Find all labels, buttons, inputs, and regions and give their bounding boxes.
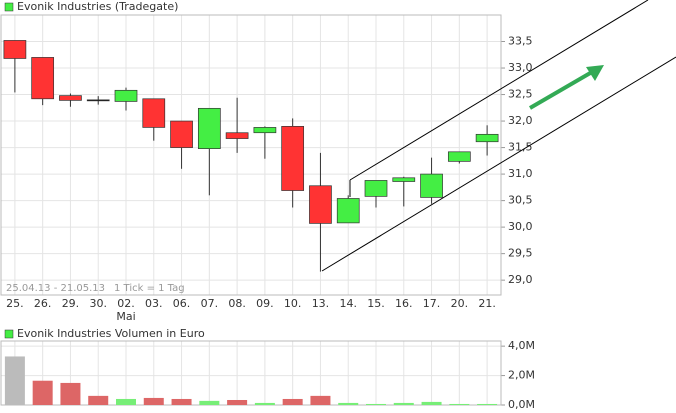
x-tick-label: 15. xyxy=(367,297,385,310)
volume-bar xyxy=(4,356,25,405)
candle-body xyxy=(364,180,388,197)
x-tick-label: 13. xyxy=(312,297,330,310)
legend-label: Evonik Industries (Tradegate) xyxy=(17,0,178,13)
candle-body xyxy=(142,98,166,128)
trend-line xyxy=(349,0,649,181)
volume-bar xyxy=(199,400,220,405)
volume-bar xyxy=(477,403,498,405)
candle-body xyxy=(475,133,499,143)
trend-arrow-head xyxy=(586,65,604,81)
y-tick-label: 33,5 xyxy=(508,35,533,48)
x-tick-label: 02. xyxy=(117,297,135,310)
candle-body xyxy=(59,95,82,101)
y-tick-label: 32,5 xyxy=(508,88,533,101)
candle-body xyxy=(86,99,110,102)
trend-line xyxy=(321,56,676,272)
candle-body xyxy=(114,89,138,102)
y-tick-label: 33,0 xyxy=(508,61,533,74)
volume-bar xyxy=(366,403,386,405)
volume-bar xyxy=(60,382,81,405)
month-label: Mai xyxy=(116,310,135,323)
candle-body xyxy=(253,127,277,134)
candle-body xyxy=(3,40,27,59)
y-tick-label: 30,0 xyxy=(508,220,533,233)
volume-bar xyxy=(227,399,248,405)
annotation: 25.04.13 - 21.05.13 xyxy=(6,283,105,294)
candle-body xyxy=(170,120,193,148)
x-tick-label: 09. xyxy=(256,297,274,310)
plot-frame xyxy=(0,14,502,296)
plot-area xyxy=(1,341,501,405)
volume-bar xyxy=(449,403,470,405)
candle-body xyxy=(197,107,221,149)
candle-body xyxy=(392,177,416,182)
candle-body xyxy=(447,151,471,162)
volume-bar xyxy=(171,398,192,405)
volume-bar xyxy=(282,398,303,405)
annotation: 1 Tick = 1 Tag xyxy=(114,283,185,294)
plot-area xyxy=(1,15,501,295)
x-tick-label: 14. xyxy=(339,297,357,310)
x-tick-label: 17. xyxy=(423,297,441,310)
legend-swatch xyxy=(4,329,14,339)
y-tick-label: 32,0 xyxy=(508,114,533,127)
y-tick-label: 30,5 xyxy=(508,194,533,207)
y-tick-label: 4,0M xyxy=(508,339,535,352)
x-tick-label: 21. xyxy=(478,297,496,310)
y-tick-label: 31,0 xyxy=(508,167,533,180)
volume-bar xyxy=(310,395,331,405)
trend-arrow xyxy=(528,70,594,110)
candle-body xyxy=(420,173,443,198)
x-tick-label: 16. xyxy=(395,297,413,310)
y-tick-label: 29,5 xyxy=(508,247,533,260)
candle-body xyxy=(336,198,360,224)
x-tick-label: 03. xyxy=(145,297,163,310)
volume-bar xyxy=(393,402,414,405)
x-tick-label: 06. xyxy=(173,297,191,310)
candle-body xyxy=(31,57,55,100)
y-tick-label: 2,0M xyxy=(508,369,535,382)
legend-swatch xyxy=(4,2,14,12)
x-tick-label: 20. xyxy=(451,297,469,310)
volume-bar xyxy=(116,398,136,405)
legend-label: Evonik Industries Volumen in Euro xyxy=(17,327,205,340)
candle-body xyxy=(309,185,332,224)
y-tick-label: 0,0M xyxy=(508,398,535,411)
x-tick-label: 08. xyxy=(228,297,246,310)
candle-body xyxy=(281,126,305,191)
x-tick-label: 30. xyxy=(89,297,107,310)
volume-bar xyxy=(254,402,275,405)
x-tick-label: 10. xyxy=(284,297,302,310)
volume-bar xyxy=(421,401,442,405)
x-tick-label: 29. xyxy=(62,297,80,310)
y-tick-label: 31,5 xyxy=(508,141,533,154)
x-tick-label: 25. xyxy=(6,297,24,310)
candle-body xyxy=(225,132,249,139)
volume-bar xyxy=(143,397,164,405)
volume-bar xyxy=(338,402,359,405)
y-tick-label: 29,0 xyxy=(508,273,533,286)
x-tick-label: 07. xyxy=(201,297,219,310)
volume-bar xyxy=(32,380,53,405)
plot-frame xyxy=(0,340,502,406)
volume-bar xyxy=(88,395,109,405)
x-tick-label: 26. xyxy=(34,297,52,310)
